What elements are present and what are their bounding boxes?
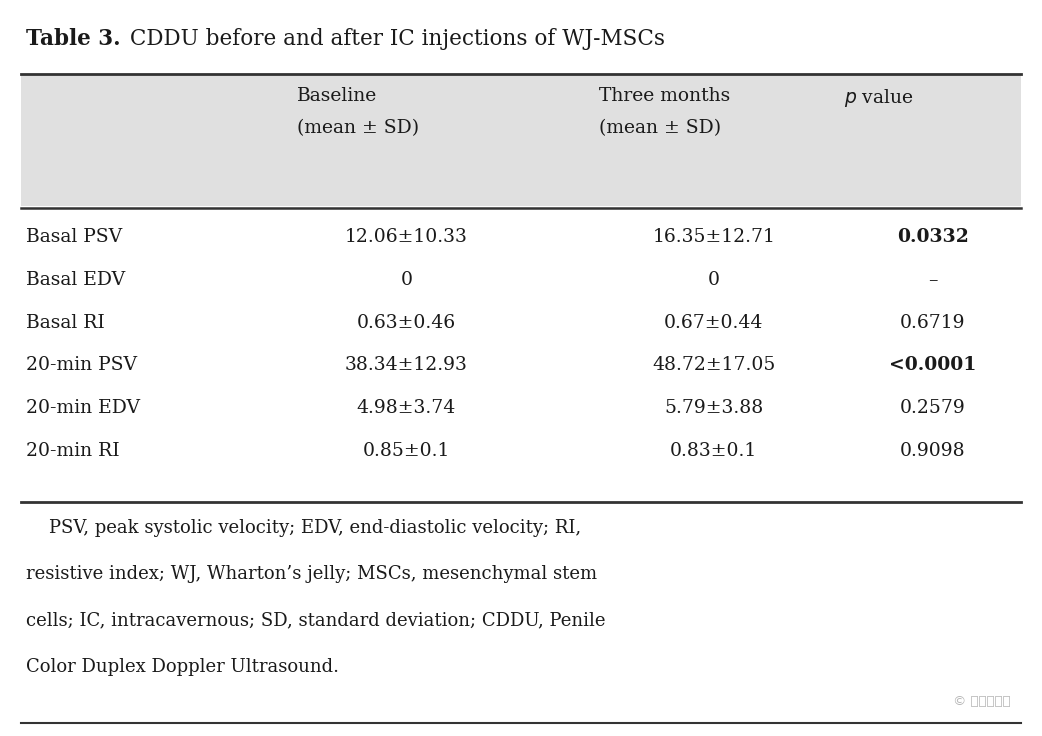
Text: CDDU before and after IC injections of WJ-MSCs: CDDU before and after IC injections of W… [123, 28, 665, 50]
Text: 0.6719: 0.6719 [900, 314, 965, 331]
Text: PSV, peak systolic velocity; EDV, end-diastolic velocity; RI,: PSV, peak systolic velocity; EDV, end-di… [26, 519, 581, 537]
Text: 20-min PSV: 20-min PSV [26, 356, 138, 374]
Text: Basal PSV: Basal PSV [26, 228, 122, 246]
Text: 38.34±12.93: 38.34±12.93 [345, 356, 468, 374]
Text: (mean ± SD): (mean ± SD) [599, 119, 721, 137]
Text: resistive index; WJ, Wharton’s jelly; MSCs, mesenchymal stem: resistive index; WJ, Wharton’s jelly; MS… [26, 565, 597, 583]
Text: Basal EDV: Basal EDV [26, 271, 125, 289]
Text: –: – [927, 271, 938, 289]
Text: Table 3.: Table 3. [26, 28, 121, 50]
Text: 48.72±17.05: 48.72±17.05 [652, 356, 775, 374]
Text: 0.85±0.1: 0.85±0.1 [363, 442, 450, 459]
Text: 0.2579: 0.2579 [899, 399, 966, 417]
Text: © 干细胞之父: © 干细胞之父 [953, 695, 1011, 708]
Text: 20-min EDV: 20-min EDV [26, 399, 140, 417]
FancyBboxPatch shape [21, 74, 1021, 206]
Text: cells; IC, intracavernous; SD, standard deviation; CDDU, Penile: cells; IC, intracavernous; SD, standard … [26, 612, 605, 629]
Text: 0.9098: 0.9098 [900, 442, 965, 459]
Text: 20-min RI: 20-min RI [26, 442, 120, 459]
Text: Color Duplex Doppler Ultrasound.: Color Duplex Doppler Ultrasound. [26, 658, 339, 676]
Text: $\it{p}$ value: $\it{p}$ value [844, 87, 914, 109]
Text: 0.63±0.46: 0.63±0.46 [356, 314, 456, 331]
Text: 0.67±0.44: 0.67±0.44 [664, 314, 764, 331]
Text: 0.83±0.1: 0.83±0.1 [670, 442, 758, 459]
Text: 4.98±3.74: 4.98±3.74 [356, 399, 456, 417]
Text: 0.0332: 0.0332 [897, 228, 968, 246]
Text: <0.0001: <0.0001 [889, 356, 976, 374]
Text: 0: 0 [708, 271, 720, 289]
Text: Baseline: Baseline [297, 87, 377, 105]
Text: Three months: Three months [599, 87, 730, 105]
Text: 0: 0 [400, 271, 413, 289]
Text: 5.79±3.88: 5.79±3.88 [664, 399, 764, 417]
Text: 16.35±12.71: 16.35±12.71 [652, 228, 775, 246]
Text: (mean ± SD): (mean ± SD) [297, 119, 419, 137]
Text: 12.06±10.33: 12.06±10.33 [345, 228, 468, 246]
Text: Basal RI: Basal RI [26, 314, 105, 331]
